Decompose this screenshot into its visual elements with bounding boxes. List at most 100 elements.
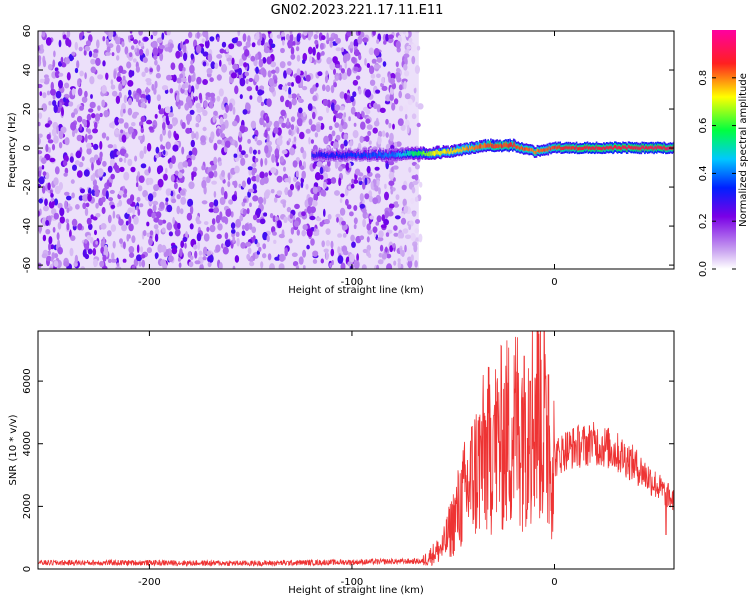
noise-speckle: [372, 31, 376, 36]
noise-speckle: [316, 161, 323, 168]
noise-speckle: [121, 134, 127, 143]
noise-speckle: [307, 103, 313, 111]
noise-speckle: [376, 179, 380, 187]
signal-band-cell: [657, 145, 660, 149]
noise-speckle: [224, 232, 229, 240]
noise-speckle: [201, 38, 205, 43]
noise-speckle: [295, 46, 300, 52]
noise-speckle: [166, 222, 173, 231]
noise-speckle: [94, 229, 97, 236]
noise-speckle: [239, 94, 243, 100]
noise-speckle: [259, 218, 266, 225]
signal-band-cell: [484, 142, 487, 148]
signal-band-cell: [437, 149, 439, 155]
signal-band-cell: [411, 150, 414, 156]
noise-speckle: [99, 151, 103, 158]
signal-band-cell: [525, 146, 528, 151]
noise-speckle: [374, 166, 380, 171]
signal-band-cell: [333, 153, 335, 158]
noise-speckle: [211, 218, 216, 225]
noise-speckle: [276, 34, 282, 39]
signal-band-cell: [594, 146, 597, 150]
noise-speckle: [154, 80, 158, 89]
noise-speckle: [53, 212, 59, 220]
signal-band-cell: [579, 146, 581, 150]
signal-band-cell: [477, 145, 479, 150]
noise-speckle: [329, 262, 332, 268]
noise-speckle: [340, 262, 346, 269]
noise-speckle: [302, 111, 306, 117]
noise-speckle: [40, 44, 44, 51]
signal-band-cell: [501, 144, 503, 149]
noise-speckle: [358, 54, 362, 61]
signal-band-cell: [424, 152, 427, 157]
noise-speckle: [278, 118, 284, 125]
noise-speckle: [248, 222, 253, 230]
noise-speckle: [152, 200, 159, 206]
signal-band-cell: [545, 148, 548, 152]
noise-speckle: [144, 67, 149, 73]
noise-speckle: [314, 39, 319, 45]
noise-speckle: [392, 243, 396, 248]
noise-speckle: [330, 248, 335, 257]
noise-speckle: [288, 129, 292, 136]
noise-speckle: [316, 191, 320, 196]
noise-speckle: [408, 37, 413, 43]
noise-speckle: [220, 133, 226, 139]
noise-speckle: [146, 221, 150, 227]
noise-speckle: [251, 167, 257, 174]
signal-band-cell: [560, 147, 562, 151]
signal-band-cell: [666, 147, 668, 151]
noise-speckle: [301, 229, 307, 237]
noise-speckle: [312, 163, 316, 169]
noise-speckle: [167, 130, 172, 139]
noise-speckle: [154, 113, 158, 119]
noise-speckle: [101, 132, 107, 139]
noise-speckle: [64, 200, 68, 210]
signal-band-cell: [496, 144, 499, 148]
y-tick-label: 4000: [22, 431, 33, 456]
noise-speckle: [68, 101, 74, 107]
noise-speckle: [172, 144, 179, 152]
signal-band-cell: [351, 153, 354, 158]
noise-speckle: [288, 238, 293, 244]
signal-band-cell: [631, 145, 633, 149]
signal-band-cell: [616, 146, 619, 151]
noise-speckle: [242, 33, 247, 42]
noise-speckle: [145, 86, 149, 96]
noise-speckle: [138, 260, 142, 267]
noise-speckle: [161, 227, 166, 233]
noise-speckle: [176, 205, 181, 215]
signal-band-cell: [457, 148, 459, 152]
noise-speckle: [406, 45, 412, 50]
signal-band-cell: [615, 145, 617, 149]
noise-speckle: [113, 144, 117, 150]
noise-speckle: [239, 77, 246, 87]
noise-speckle: [380, 82, 384, 88]
noise-speckle: [345, 198, 349, 206]
noise-speckle: [393, 232, 399, 237]
noise-speckle: [377, 237, 384, 242]
noise-speckle: [323, 135, 329, 145]
noise-speckle: [393, 98, 399, 105]
signal-band-cell: [488, 143, 490, 148]
noise-speckle: [358, 31, 361, 36]
noise-speckle: [58, 142, 63, 149]
noise-speckle: [193, 133, 197, 139]
noise-speckle: [249, 95, 253, 100]
noise-speckle: [386, 253, 392, 259]
signal-band-cell: [497, 143, 499, 148]
signal-band-cell: [456, 148, 458, 152]
noise-speckle: [63, 97, 66, 103]
noise-speckle: [255, 66, 259, 74]
noise-speckle: [81, 119, 87, 125]
noise-speckle: [62, 160, 68, 167]
noise-speckle: [127, 80, 134, 87]
noise-speckle: [312, 250, 319, 257]
noise-speckle: [145, 78, 152, 83]
noise-speckle: [224, 239, 231, 248]
noise-speckle: [242, 109, 248, 115]
noise-speckle: [290, 53, 296, 60]
noise-speckle: [201, 179, 207, 189]
noise-speckle: [263, 190, 270, 199]
